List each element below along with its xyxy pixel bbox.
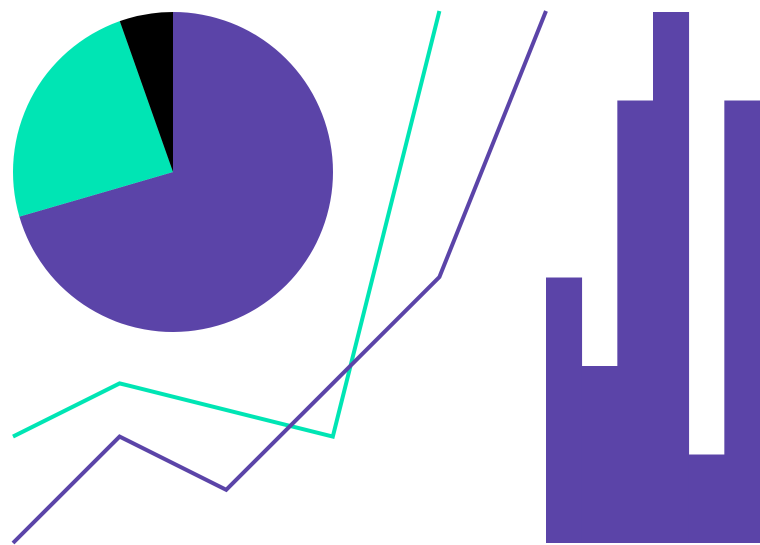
bar-3 bbox=[617, 100, 654, 543]
line-chart bbox=[11, 10, 548, 545]
bar-4 bbox=[653, 12, 690, 543]
pie-slice-1 bbox=[19, 12, 333, 332]
bar-2 bbox=[581, 366, 618, 543]
line-series-1 bbox=[12, 10, 442, 440]
pie-chart bbox=[12, 12, 333, 332]
line-series-2 bbox=[11, 10, 548, 545]
pie-slice-3 bbox=[119, 12, 173, 172]
bar-1 bbox=[546, 277, 583, 543]
bar-6 bbox=[724, 100, 760, 543]
bar-chart bbox=[546, 12, 760, 543]
bar-5 bbox=[688, 454, 725, 543]
pie-slice-2 bbox=[12, 21, 174, 217]
